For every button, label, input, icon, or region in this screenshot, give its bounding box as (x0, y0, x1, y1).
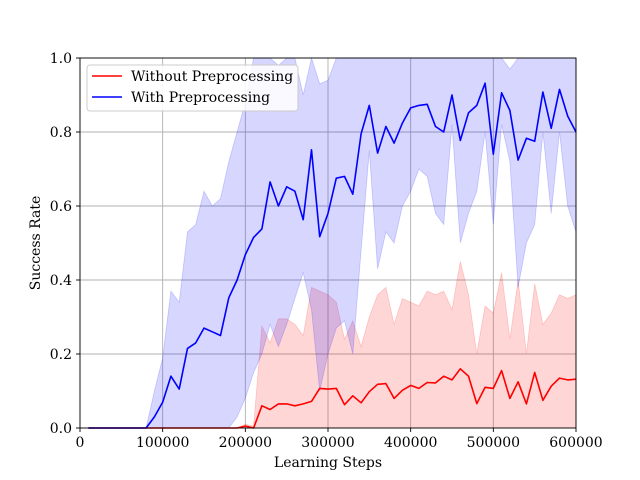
y-tick-label: 0.4 (50, 273, 72, 289)
y-tick-label: 1.0 (50, 51, 72, 67)
x-tick-label: 200000 (219, 435, 272, 451)
y-tick-label: 0.6 (50, 199, 72, 215)
y-tick-label: 0.2 (50, 347, 72, 363)
legend-label-with-preprocessing: With Preprocessing (131, 90, 270, 106)
legend-box (86, 64, 299, 112)
x-tick-label: 100000 (136, 435, 189, 451)
legend-label-without-preprocessing: Without Preprocessing (131, 69, 293, 85)
y-tick-label: 0.8 (50, 125, 72, 141)
series-line-with-preprocessing (88, 82, 577, 429)
y-axis-title: Success Rate (28, 196, 44, 291)
x-tick-label: 400000 (384, 435, 437, 451)
legend: Without Preprocessing With Preprocessing (86, 64, 299, 112)
axis-ticks: 0 100000 200000 300000 400000 500000 600000 0.0… (50, 51, 603, 451)
x-tick-label: 300000 (301, 435, 354, 451)
x-tick-label: 500000 (467, 435, 520, 451)
x-axis-title: Learning Steps (274, 455, 382, 471)
x-tick-label: 0 (76, 435, 85, 451)
x-tick-label: 600000 (549, 435, 602, 451)
y-tick-label: 0.0 (50, 421, 72, 437)
